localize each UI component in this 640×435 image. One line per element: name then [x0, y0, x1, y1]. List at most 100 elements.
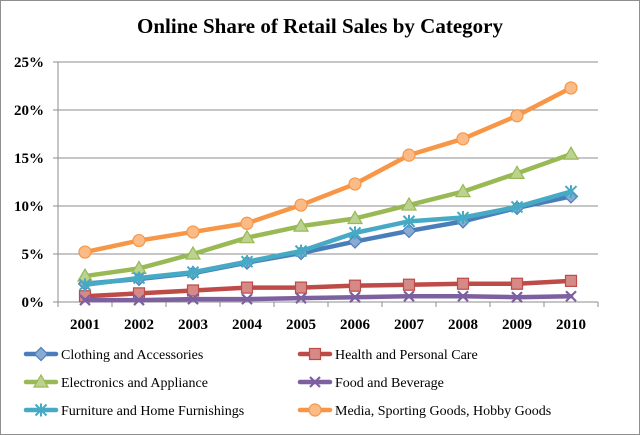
data-point [347, 234, 363, 249]
legend-swatch-marker [34, 403, 48, 417]
data-point [564, 274, 578, 287]
data-point [241, 293, 253, 305]
data-point [510, 109, 524, 123]
y-tick-label: 10% [14, 199, 44, 215]
data-point [186, 265, 200, 279]
x-tick-label: 2002 [124, 317, 154, 333]
series-line [82, 278, 574, 299]
legend-swatch-marker [309, 376, 321, 388]
data-point [348, 177, 362, 191]
data-point [403, 290, 415, 303]
data-point [187, 293, 199, 305]
legend-label: Electronics and Appliance [61, 376, 208, 391]
legend-label: Health and Personal Care [335, 348, 478, 363]
data-point [294, 244, 308, 258]
data-point [240, 216, 254, 230]
data-point [401, 223, 417, 239]
y-tick-label: 5% [22, 247, 45, 263]
data-point [348, 226, 362, 240]
series-4 [78, 185, 578, 292]
legend-swatch-marker [33, 346, 49, 362]
data-point [79, 294, 91, 306]
data-point [132, 271, 146, 285]
y-axis-ticks: 0% 5% 10% 15% 20% 25% [14, 55, 44, 311]
data-point [565, 290, 577, 303]
data-point [184, 245, 202, 260]
data-point [402, 214, 416, 228]
series-2 [76, 145, 580, 282]
legend-item: Health and Personal Care [297, 347, 478, 363]
data-point [510, 277, 524, 290]
data-point [295, 292, 307, 304]
data-point [294, 198, 308, 212]
data-point [238, 229, 256, 244]
x-tick-label: 2004 [232, 317, 263, 333]
data-point [511, 291, 523, 303]
series-1 [78, 274, 578, 303]
y-tick-label: 15% [14, 151, 44, 167]
x-tick-label: 2006 [340, 317, 371, 333]
legend-swatch-marker [308, 347, 322, 361]
data-point [402, 148, 416, 162]
legend-label: Furniture and Home Furnishings [61, 404, 244, 419]
chart-title: Online Share of Retail Sales by Category [137, 14, 503, 38]
x-tick-label: 2008 [448, 317, 478, 333]
series-line [82, 85, 574, 255]
x-tick-label: 2005 [286, 317, 316, 333]
data-point [456, 277, 470, 290]
legend-item: Food and Beverage [297, 376, 444, 391]
series-line [82, 293, 574, 303]
data-point [457, 290, 469, 303]
series-line [82, 151, 574, 279]
legend-label: Clothing and Accessories [61, 348, 203, 363]
legend-swatch-marker [308, 403, 322, 417]
gridlines [58, 61, 598, 255]
legend: Clothing and Accessories Health and Perso… [23, 346, 551, 419]
series-line [82, 189, 574, 287]
x-tick-label: 2001 [70, 317, 100, 333]
data-point [240, 255, 254, 269]
data-point [186, 225, 200, 239]
x-tick-label: 2007 [394, 317, 425, 333]
data-point [402, 278, 416, 291]
x-axis-ticks: 2001 2002 2003 2004 2005 2006 2007 2008 2009 2010 [70, 317, 586, 333]
data-point [349, 291, 361, 303]
data-point [456, 211, 470, 225]
legend-item: Clothing and Accessories [23, 346, 203, 363]
series-3 [79, 290, 577, 306]
series [76, 81, 580, 306]
data-point [510, 200, 524, 214]
data-point [508, 165, 526, 179]
data-point [346, 210, 364, 225]
data-point [294, 281, 308, 294]
data-point [564, 81, 578, 95]
legend-swatch-marker [32, 373, 50, 388]
legend-label: Media, Sporting Goods, Hobby Goods [335, 404, 551, 419]
data-point [454, 183, 472, 198]
data-point [133, 294, 145, 306]
data-point [348, 279, 362, 292]
y-tick-label: 0% [22, 295, 45, 311]
legend-item: Media, Sporting Goods, Hobby Goods [297, 403, 551, 419]
x-tick-label: 2010 [556, 317, 586, 333]
legend-item: Electronics and Appliance [23, 373, 208, 391]
data-point [132, 233, 146, 248]
x-tick-label: 2003 [178, 317, 208, 333]
data-point [292, 217, 310, 232]
data-point [78, 245, 92, 259]
y-tick-label: 20% [14, 103, 44, 119]
data-point [240, 281, 254, 294]
legend-label: Food and Beverage [335, 376, 444, 391]
data-point [456, 132, 470, 146]
data-point [564, 185, 578, 199]
legend-item: Furniture and Home Furnishings [23, 403, 244, 419]
x-tick-label: 2009 [502, 317, 532, 333]
data-point [400, 196, 418, 211]
series-5 [78, 81, 578, 259]
data-point [562, 145, 580, 160]
data-point [78, 278, 92, 292]
y-tick-label: 25% [14, 55, 44, 71]
data-point [186, 284, 200, 297]
